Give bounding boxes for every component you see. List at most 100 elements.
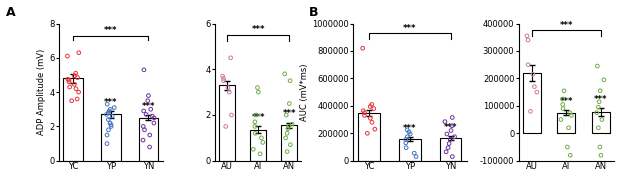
Text: ***: ***: [403, 124, 416, 133]
Point: [62, 54, 72, 58]
Point: [225, 91, 234, 94]
Point: [444, 142, 454, 145]
Point: [67, 99, 77, 102]
Point: [594, 100, 604, 103]
Text: A: A: [6, 6, 16, 19]
Point: [558, 103, 568, 106]
Point: [144, 145, 154, 149]
Point: [411, 155, 421, 158]
Point: [64, 80, 74, 83]
Point: [106, 125, 116, 128]
Point: [257, 136, 267, 139]
Point: [402, 128, 412, 131]
Point: [138, 139, 148, 142]
Point: [218, 79, 228, 82]
Point: [74, 51, 84, 54]
Point: [409, 152, 419, 155]
Point: [104, 118, 114, 121]
Point: [558, 97, 568, 101]
Point: [596, 154, 606, 157]
Point: [284, 102, 294, 105]
Point: [522, 34, 532, 37]
Point: [223, 86, 233, 89]
Point: [401, 138, 411, 141]
Point: [563, 145, 573, 149]
Point: [528, 73, 538, 76]
Bar: [250, 130, 266, 161]
Bar: [219, 85, 235, 161]
Point: [139, 109, 149, 113]
Text: ***: ***: [560, 97, 573, 106]
Point: [104, 111, 114, 114]
Point: [102, 142, 112, 145]
Point: [592, 64, 602, 68]
Bar: [64, 78, 83, 161]
Point: [523, 63, 533, 66]
Point: [441, 150, 451, 153]
Point: [71, 87, 81, 90]
Point: [523, 38, 533, 42]
Bar: [101, 114, 120, 161]
Point: [440, 120, 450, 123]
Text: ***: ***: [560, 21, 573, 30]
Point: [255, 152, 265, 155]
Point: [102, 113, 112, 116]
Point: [65, 85, 75, 89]
Point: [146, 108, 155, 111]
Point: [258, 141, 268, 144]
Point: [280, 72, 289, 75]
Text: ***: ***: [142, 102, 155, 111]
Point: [401, 141, 411, 144]
Text: ***: ***: [104, 26, 118, 35]
Text: ***: ***: [444, 123, 458, 132]
Point: [370, 128, 380, 131]
Point: [556, 118, 566, 121]
Point: [595, 89, 605, 92]
Point: [144, 94, 154, 97]
Bar: [399, 139, 421, 161]
Point: [249, 148, 259, 151]
Point: [447, 124, 457, 127]
Point: [526, 110, 536, 113]
Point: [226, 113, 236, 117]
Bar: [440, 138, 462, 161]
Point: [106, 108, 115, 111]
Point: [366, 103, 376, 106]
Point: [69, 83, 79, 86]
Point: [286, 143, 296, 146]
Point: [529, 85, 539, 88]
Point: [221, 125, 231, 128]
Point: [445, 138, 455, 141]
Point: [252, 86, 262, 89]
Point: [104, 109, 114, 113]
Point: [71, 72, 81, 75]
Point: [402, 135, 412, 138]
Point: [599, 78, 609, 81]
Point: [102, 103, 112, 106]
Point: [369, 107, 379, 110]
Point: [365, 117, 375, 120]
Point: [559, 89, 569, 92]
Point: [73, 76, 83, 79]
Point: [281, 136, 291, 139]
Text: ***: ***: [251, 113, 265, 122]
Point: [446, 129, 456, 132]
Point: [558, 107, 568, 110]
Point: [145, 133, 155, 137]
Point: [405, 132, 415, 136]
Point: [442, 132, 452, 136]
Point: [594, 106, 603, 109]
Point: [565, 154, 575, 157]
Point: [443, 146, 453, 149]
Point: [104, 128, 114, 131]
Point: [106, 123, 116, 126]
Point: [450, 135, 460, 138]
Bar: [523, 73, 540, 133]
Point: [283, 127, 293, 130]
Point: [107, 114, 117, 118]
Point: [285, 79, 295, 82]
Point: [594, 126, 603, 129]
Point: [566, 114, 576, 117]
Point: [563, 126, 573, 129]
Bar: [358, 113, 379, 161]
